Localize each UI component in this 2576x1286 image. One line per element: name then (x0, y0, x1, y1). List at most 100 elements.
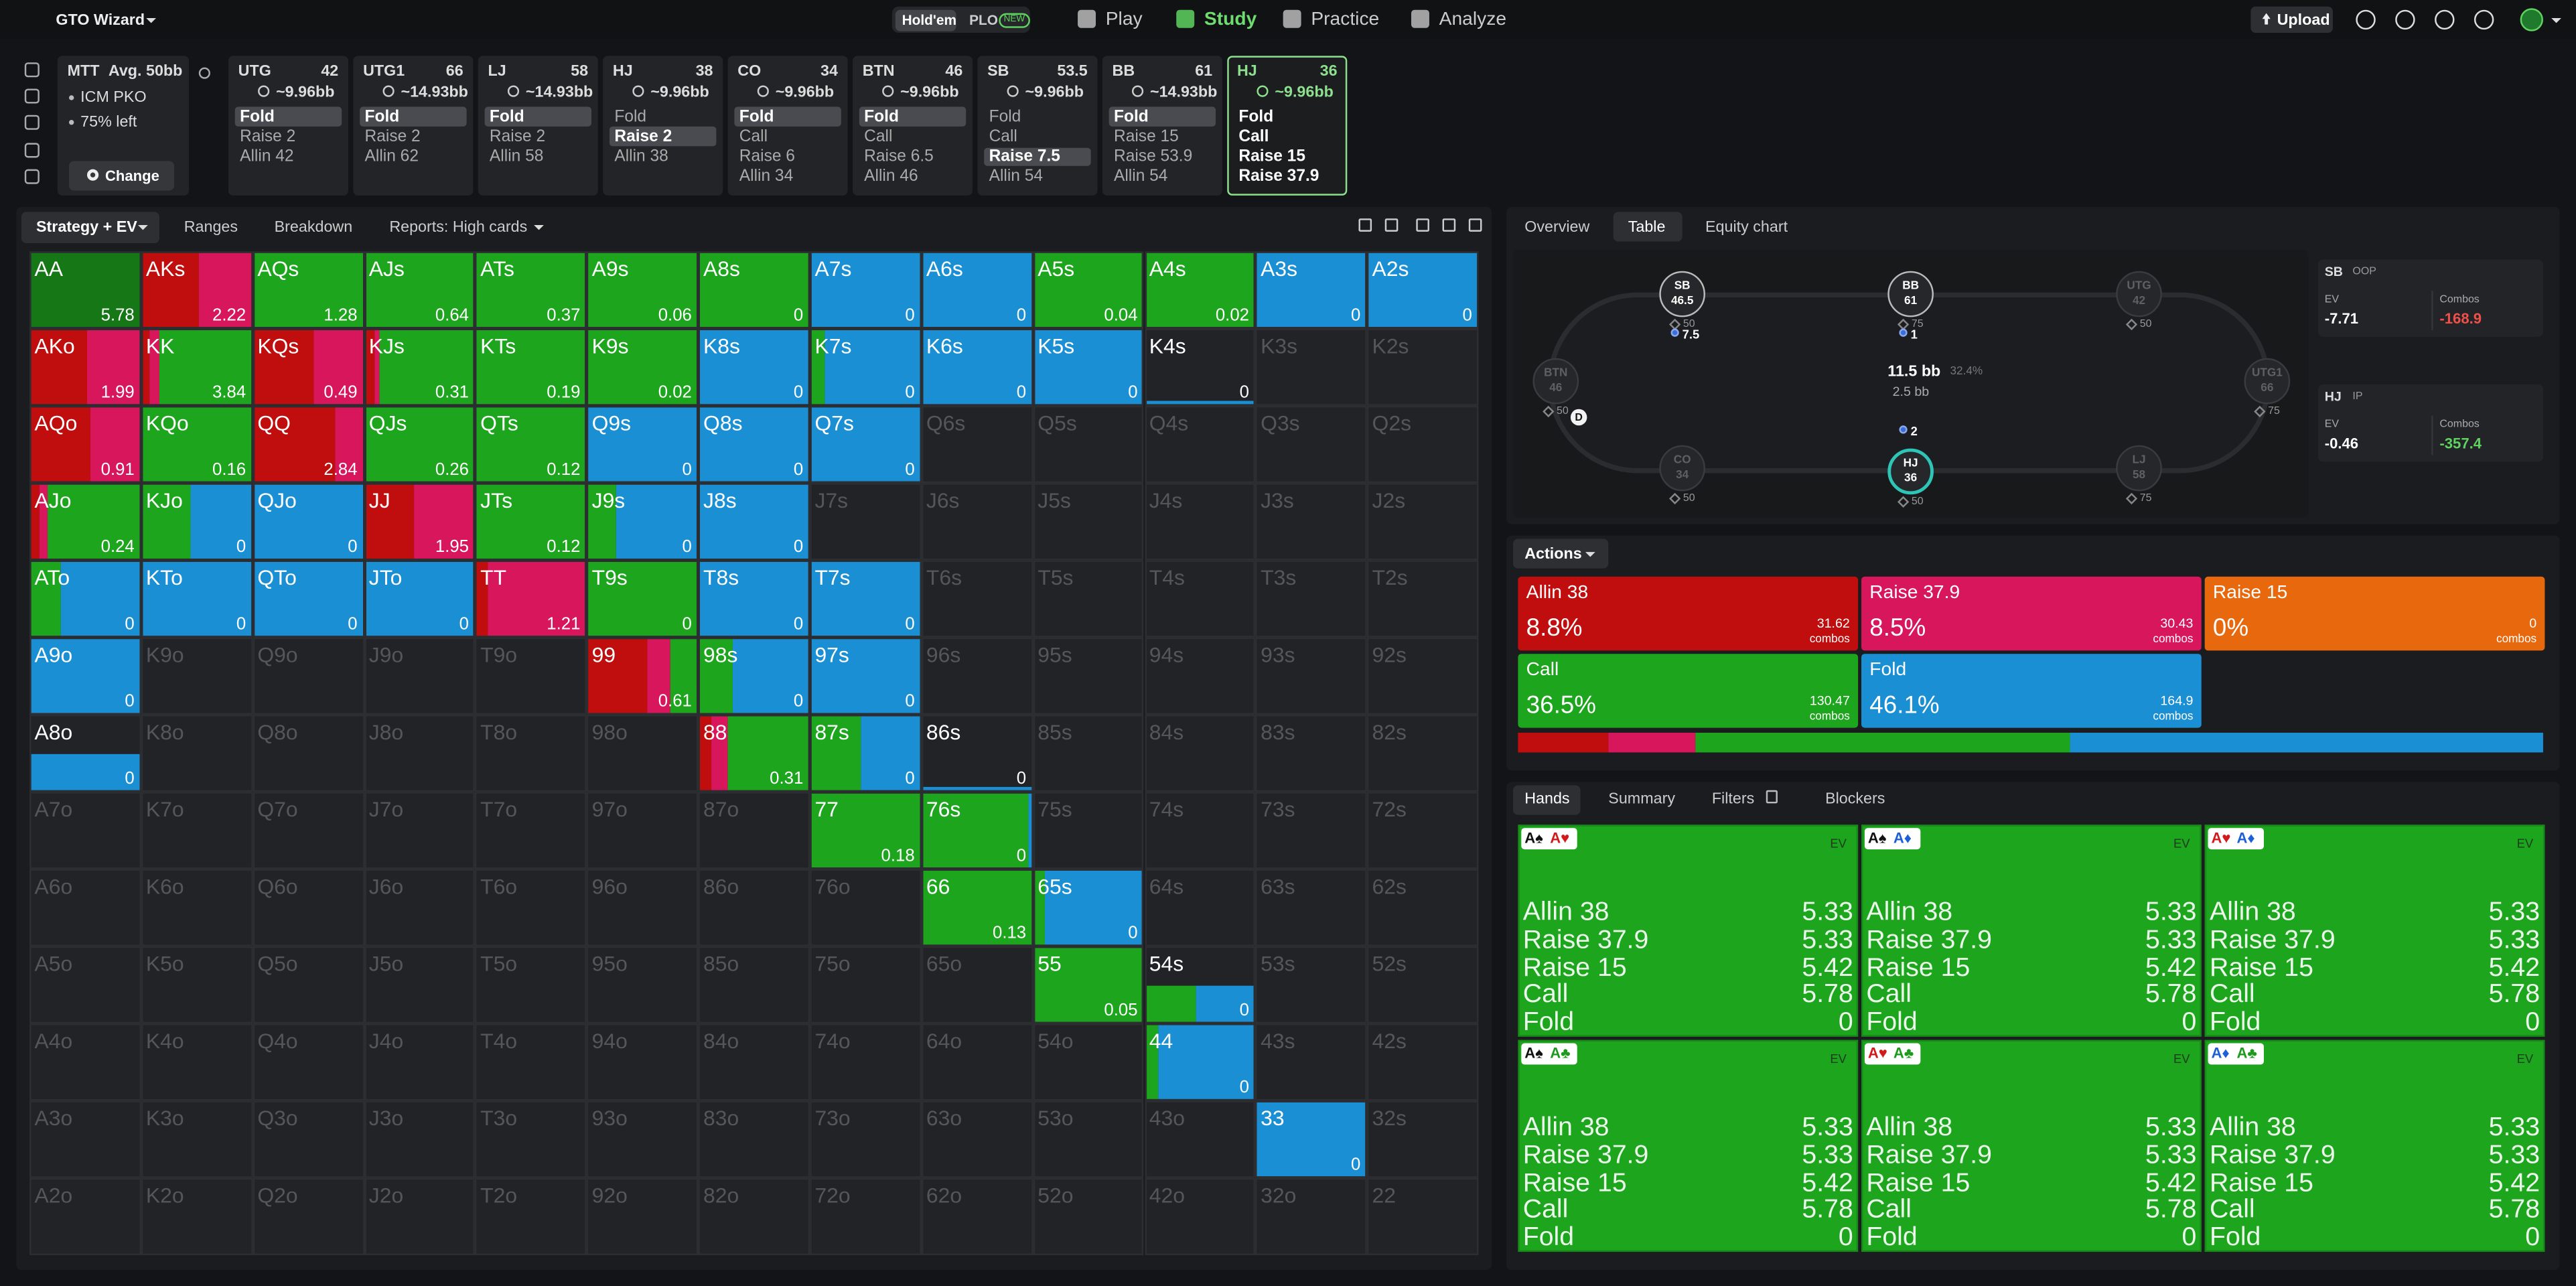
hand-cell[interactable]: K5o (141, 946, 253, 1024)
hand-cell[interactable]: Q9o (252, 637, 364, 715)
hand-cell[interactable]: AQo 0.91 (29, 405, 141, 484)
side-tool-icon[interactable] (24, 115, 40, 130)
position-action[interactable]: Fold (240, 107, 275, 126)
hand-cell[interactable]: 83o (698, 1100, 810, 1178)
hand-cell[interactable]: 73o (810, 1100, 922, 1178)
position-action[interactable]: Raise 7.5 (989, 147, 1060, 166)
hand-cell[interactable]: 52s (1367, 946, 1479, 1024)
hand-cell[interactable]: A8o 0 (29, 714, 141, 792)
hand-cell[interactable]: J5s (1032, 483, 1145, 561)
upload-button[interactable] (2250, 6, 2333, 33)
hand-cell[interactable]: 87s 0 (810, 714, 922, 792)
avatar[interactable] (2520, 8, 2543, 31)
hand-cell[interactable]: K3s (1255, 328, 1368, 406)
hand-cell[interactable]: 55 0.05 (1032, 946, 1145, 1024)
hand-cell[interactable]: 86s 0 (921, 714, 1033, 792)
hand-cell[interactable]: 87o (698, 792, 810, 869)
hand-cell[interactable]: K6o (141, 869, 253, 946)
hand-cell[interactable]: K8o (141, 714, 253, 792)
hand-cell[interactable]: QJo 0 (252, 483, 364, 561)
hand-cell[interactable]: Q2s (1367, 405, 1479, 484)
position-action[interactable]: Allin 46 (864, 168, 918, 187)
hand-cell[interactable]: K7o (141, 792, 253, 869)
hand-cell[interactable]: A9o 0 (29, 637, 141, 715)
hand-cell[interactable]: 96o (587, 869, 699, 946)
hand-cell[interactable]: A7s 0 (810, 251, 922, 329)
hand-cell[interactable]: 63o (921, 1100, 1033, 1178)
hand-cell[interactable]: AKs 2.22 (141, 251, 253, 329)
side-tool-icon[interactable] (24, 143, 40, 158)
hand-cell[interactable]: A7o (29, 792, 141, 869)
view-icon[interactable] (1384, 218, 1399, 232)
hand-cell[interactable]: 73s (1255, 792, 1368, 869)
hand-cell[interactable]: K9s 0.02 (587, 328, 699, 406)
hand-cell[interactable]: J4s (1144, 483, 1256, 561)
hand-cell[interactable]: 77 0.18 (810, 792, 922, 869)
toolbar-item[interactable]: Breakdown (274, 217, 353, 236)
position-action[interactable]: Fold (989, 107, 1021, 126)
hand-cell[interactable]: T2s (1367, 560, 1479, 638)
position-action[interactable]: Allin 54 (1114, 168, 1168, 187)
change-button[interactable] (69, 161, 174, 191)
side-tool-icon[interactable] (24, 88, 40, 104)
hand-cell[interactable]: Q7o (252, 792, 364, 869)
position-action[interactable]: Raise 2 (364, 127, 421, 146)
hand-cell[interactable]: 74o (810, 1023, 922, 1101)
hand-cell[interactable]: TT 1.21 (475, 560, 587, 638)
hand-cell[interactable]: 32s (1367, 1100, 1479, 1178)
hand-cell[interactable]: K4o (141, 1023, 253, 1101)
hand-cell[interactable]: 96s (921, 637, 1033, 715)
toolbar-item[interactable]: Strategy + EV (35, 217, 137, 236)
hand-cell[interactable]: T5o (475, 946, 587, 1024)
hand-cell[interactable]: AA 5.78 (29, 251, 141, 329)
hand-cell[interactable]: 72o (810, 1177, 922, 1255)
hand-cell[interactable]: J5o (364, 946, 476, 1024)
position-action[interactable]: Raise 2 (614, 127, 672, 146)
hand-cell[interactable]: T4o (475, 1023, 587, 1101)
hand-cell[interactable]: Q7s 0 (810, 405, 922, 484)
hand-cell[interactable]: Q4o (252, 1023, 364, 1101)
position-action[interactable]: Call (864, 127, 893, 146)
nav-util-icon[interactable] (2356, 9, 2376, 30)
hand-cell[interactable]: ATs 0.37 (475, 251, 587, 329)
hand-cell[interactable]: Q4s (1144, 405, 1256, 484)
hand-cell[interactable]: 65o (921, 946, 1033, 1024)
hand-cell[interactable]: A3s 0 (1255, 251, 1368, 329)
hand-cell[interactable]: 94s (1144, 637, 1256, 715)
nav-tab[interactable]: Practice (1311, 9, 1380, 29)
hand-cell[interactable]: A5s 0.04 (1032, 251, 1145, 329)
hand-cell[interactable]: J2o (364, 1177, 476, 1255)
position-action[interactable]: Allin 54 (989, 168, 1044, 187)
position-action[interactable]: Allin 42 (240, 147, 294, 166)
position-action[interactable]: Call (1238, 127, 1269, 146)
hand-cell[interactable]: J8s 0 (698, 483, 810, 561)
panel-tab[interactable]: Hands (1524, 790, 1570, 808)
hand-cell[interactable]: J7s (810, 483, 922, 561)
hand-cell[interactable]: 33 0 (1255, 1100, 1368, 1178)
hand-cell[interactable]: 85o (698, 946, 810, 1024)
hand-cell[interactable]: K3o (141, 1100, 253, 1178)
action-box[interactable] (1861, 576, 2202, 651)
position-action[interactable]: Raise 15 (1114, 127, 1179, 146)
settings-icon[interactable] (198, 67, 210, 79)
hand-cell[interactable]: J8o (364, 714, 476, 792)
hand-cell[interactable]: QTs 0.12 (475, 405, 587, 484)
hand-cell[interactable]: 44 0 (1144, 1023, 1256, 1101)
hand-cell[interactable]: K2o (141, 1177, 253, 1255)
hand-cell[interactable]: QJs 0.26 (364, 405, 476, 484)
hand-cell[interactable]: 83s (1255, 714, 1368, 792)
hand-cell[interactable]: 93s (1255, 637, 1368, 715)
position-action[interactable]: Fold (489, 107, 524, 126)
hand-cell[interactable]: 85s (1032, 714, 1145, 792)
hand-cell[interactable]: Q9s 0 (587, 405, 699, 484)
hand-cell[interactable]: A4s 0.02 (1144, 251, 1256, 329)
hand-cell[interactable]: 95s (1032, 637, 1145, 715)
hand-cell[interactable]: T9s 0 (587, 560, 699, 638)
hand-cell[interactable]: 75o (810, 946, 922, 1024)
panel-tab[interactable]: Table (1628, 217, 1666, 236)
hand-cell[interactable]: J4o (364, 1023, 476, 1101)
position-action[interactable]: Call (739, 127, 768, 146)
hand-cell[interactable]: ATo 0 (29, 560, 141, 638)
hand-cell[interactable]: 88 0.31 (698, 714, 810, 792)
position-action[interactable]: Raise 15 (1238, 147, 1305, 166)
